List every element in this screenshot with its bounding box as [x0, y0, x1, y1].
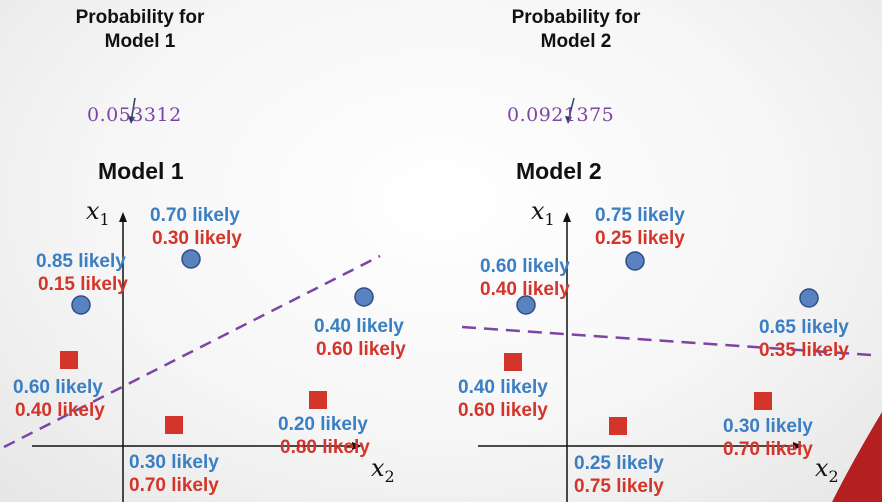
x1-axis-arrow	[563, 212, 571, 222]
model-2-plot	[461, 97, 872, 502]
arrow-head	[565, 116, 572, 124]
circle-point	[71, 295, 91, 315]
decision-boundary	[461, 325, 872, 357]
x2-axis-arrow	[793, 442, 803, 450]
square-point	[165, 416, 183, 434]
point-probability: 0.40 likely 0.60 likely	[314, 316, 406, 360]
model-1-plot	[3, 97, 381, 502]
x2-axis-label: x2	[371, 454, 395, 486]
point-probability: 0.30 likely 0.70 likely	[129, 452, 219, 496]
circle-point	[516, 295, 536, 315]
decision-boundary	[3, 254, 381, 449]
slide-corner-decoration	[832, 412, 882, 502]
x1-axis-label: x1	[531, 197, 555, 229]
point-probability: 0.60 likely 0.40 likely	[480, 256, 570, 300]
point-probability: 0.40 likely 0.60 likely	[458, 377, 548, 421]
point-probability: 0.60 likely 0.40 likely	[13, 377, 105, 421]
square-point	[60, 351, 78, 369]
square-point	[609, 417, 627, 435]
point-probability: 0.85 likely 0.15 likely	[36, 251, 128, 295]
model-1-panel: Probability for Model 1 0.053312 Model 1…	[3, 7, 406, 502]
point-probability: 0.20 likely 0.80 likely	[278, 414, 370, 458]
x1-axis-arrow	[119, 212, 127, 222]
point-probability: 0.65 likely 0.35 likely	[759, 317, 849, 361]
square-point	[754, 392, 772, 410]
model-title: Model 1	[98, 158, 184, 184]
point-probability: 0.25 likely 0.75 likely	[574, 453, 664, 497]
x2-axis-label: x2	[815, 454, 839, 486]
model-2-panel: Probability for Model 2 0.0921375 Model …	[441, 0, 882, 502]
square-point	[504, 353, 522, 371]
arrow-head	[128, 116, 135, 124]
probability-header: Probability for Model 2	[511, 7, 641, 52]
probability-header: Probability for Model 1	[75, 7, 205, 52]
point-probability: 0.70 likely 0.30 likely	[150, 205, 242, 249]
x1-axis-label: x1	[86, 197, 110, 229]
circle-point	[625, 251, 645, 271]
probability-value: 0.053312	[87, 104, 182, 126]
probability-value: 0.0921375	[507, 104, 615, 126]
point-probability: 0.75 likely 0.25 likely	[595, 205, 685, 249]
circle-point	[181, 249, 201, 269]
circle-point	[799, 288, 819, 308]
x2-axis-arrow	[352, 442, 362, 450]
square-point	[309, 391, 327, 409]
model-title: Model 2	[516, 158, 602, 184]
point-probability: 0.30 likely 0.70 likely	[723, 416, 813, 460]
circle-point	[354, 287, 374, 307]
